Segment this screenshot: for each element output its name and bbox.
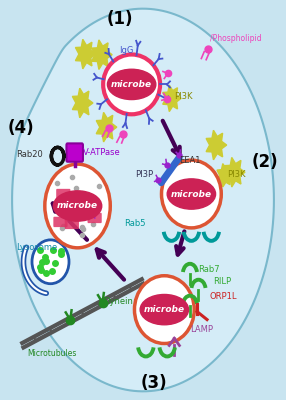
FancyBboxPatch shape [88,213,102,223]
Text: EEA1: EEA1 [179,156,200,164]
Text: /Phospholipid: /Phospholipid [210,34,261,42]
Ellipse shape [32,240,69,284]
Text: LAMP: LAMP [190,325,213,334]
Polygon shape [92,40,112,70]
Ellipse shape [140,294,188,325]
Text: microbe: microbe [144,305,185,314]
FancyBboxPatch shape [65,219,79,229]
Text: Rab7: Rab7 [198,265,220,274]
Ellipse shape [162,160,221,228]
Ellipse shape [103,54,160,114]
Ellipse shape [108,69,156,100]
Polygon shape [76,39,96,69]
Ellipse shape [53,191,102,221]
Ellipse shape [134,276,194,344]
Text: PI3K: PI3K [174,92,193,101]
PathPatch shape [12,9,274,391]
Text: Dynein: Dynein [103,297,133,306]
FancyBboxPatch shape [66,143,83,162]
Text: Rab5: Rab5 [124,220,146,228]
Text: ORP1L: ORP1L [210,292,237,301]
Text: Microtubules: Microtubules [28,349,77,358]
Text: PI3P: PI3P [135,170,153,178]
Text: microbe: microbe [171,190,212,198]
Text: IgG: IgG [119,46,133,55]
Text: (2): (2) [252,153,279,171]
Text: Rab20: Rab20 [16,150,43,159]
FancyBboxPatch shape [56,189,70,199]
Text: V-ATPase: V-ATPase [83,148,121,158]
Text: (1): (1) [107,10,134,28]
Polygon shape [163,85,181,112]
Polygon shape [96,112,117,142]
Text: (4): (4) [7,119,34,137]
Polygon shape [206,130,227,160]
Text: PI3K: PI3K [227,170,245,178]
Polygon shape [225,158,245,187]
Ellipse shape [45,164,110,248]
FancyBboxPatch shape [53,217,67,227]
Polygon shape [72,88,93,118]
Text: Lysosome: Lysosome [16,243,57,252]
FancyBboxPatch shape [82,197,96,207]
Ellipse shape [167,179,216,209]
Text: microbe: microbe [111,80,152,89]
Text: (3): (3) [141,374,168,392]
Text: RILP: RILP [213,277,231,286]
Polygon shape [217,164,233,187]
Text: microbe: microbe [57,202,98,210]
